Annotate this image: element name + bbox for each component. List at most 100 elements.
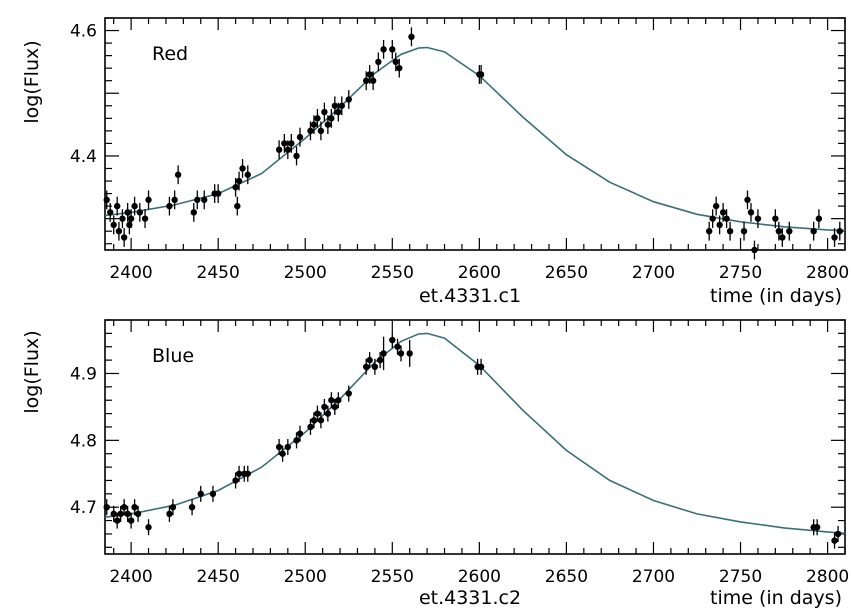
blue-data-point (110, 510, 117, 518)
blue-data-point (376, 356, 384, 364)
blue-x-tick-label: 2750 (719, 567, 762, 587)
red-data-point (127, 215, 135, 222)
red-y-axis-label: log(Flux) (21, 40, 43, 123)
blue-panel-title: et.4331.c2 (419, 587, 521, 609)
blue-data-point (328, 397, 335, 404)
red-data-point (136, 209, 144, 216)
blue-data-point (324, 410, 332, 417)
red-data-point (235, 177, 243, 185)
red-data-point (815, 215, 823, 222)
blue-data-point (293, 437, 300, 444)
red-data-point (307, 127, 314, 135)
red-data-point (779, 234, 786, 241)
blue-data-points (103, 332, 846, 549)
red-data-point (396, 64, 403, 72)
blue-x-tick-label: 2800 (806, 567, 849, 587)
red-data-point (317, 127, 325, 135)
blue-data-point (284, 443, 292, 451)
red-data-point (275, 146, 283, 153)
red-data-point (201, 196, 208, 204)
blue-data-point (131, 504, 138, 511)
red-data-point (331, 102, 339, 109)
red-data-point (131, 202, 138, 210)
red-x-tick-label: 2550 (371, 263, 414, 283)
red-data-point (293, 152, 300, 160)
red-data-point (389, 46, 396, 53)
blue-data-point (366, 356, 373, 364)
blue-data-point (244, 470, 251, 477)
blue-data-point (275, 443, 283, 451)
blue-data-point (834, 530, 842, 538)
blue-x-tick-label: 2650 (545, 567, 588, 587)
red-y-tick-label: 4.4 (70, 147, 97, 167)
red-data-point (772, 215, 779, 222)
red-data-point (214, 190, 222, 197)
red-x-tick-label: 2800 (806, 263, 849, 283)
red-data-point (124, 209, 131, 216)
red-data-point (190, 209, 197, 216)
red-data-point (709, 215, 716, 222)
red-data-point (234, 202, 241, 210)
blue-data-point (103, 504, 110, 511)
red-data-point (408, 33, 415, 41)
blue-data-point (209, 490, 217, 498)
blue-data-point (335, 397, 342, 404)
red-data-point (726, 227, 734, 235)
blue-x-tick-label: 2700 (632, 567, 675, 587)
blue-data-point (127, 517, 135, 524)
blue-data-point (166, 510, 173, 518)
blue-data-point (317, 417, 325, 424)
red-data-point (281, 140, 288, 147)
blue-fit-curve (104, 332, 846, 535)
blue-data-point (831, 537, 838, 544)
red-data-point (166, 202, 173, 210)
red-data-point (119, 215, 126, 222)
blue-data-point (232, 477, 239, 484)
blue-data-point (362, 363, 370, 370)
blue-data-point (307, 423, 314, 431)
blue-data-point (380, 350, 387, 357)
red-data-point (338, 102, 345, 109)
blue-data-point (397, 350, 405, 357)
blue-data-point (345, 390, 352, 397)
red-data-point (288, 140, 295, 147)
blue-data-point (813, 524, 821, 531)
red-x-tick-label: 2450 (197, 263, 240, 283)
red-data-point (141, 215, 149, 222)
blue-data-point (477, 363, 485, 370)
blue-panel: 2400 2450 2500 2550 2600 2650 2700 2750 2800 4.7 4… (21, 319, 849, 609)
red-data-point (723, 215, 730, 222)
red-y-tick-label: 4.6 (70, 22, 97, 42)
blue-data-point (321, 403, 328, 411)
blue-data-point (134, 510, 142, 518)
blue-data-point (120, 504, 128, 511)
blue-data-point (169, 504, 177, 511)
blue-data-point (197, 490, 204, 498)
blue-axis-ticks: 2400 2450 2500 2550 2600 2650 2700 2750 2800 4.7 4… (70, 319, 849, 587)
red-data-point (145, 196, 152, 204)
red-data-point (324, 121, 332, 128)
red-data-point (194, 196, 201, 204)
red-data-point (751, 246, 758, 254)
red-panel-label: Red (152, 43, 188, 65)
blue-data-point (117, 510, 124, 518)
red-data-points (103, 27, 846, 260)
red-data-point (836, 227, 843, 235)
red-data-point (810, 227, 817, 235)
red-plot-frame (104, 17, 846, 251)
red-data-point (362, 77, 370, 84)
red-data-point (115, 227, 123, 235)
blue-x-tick-label: 2600 (458, 567, 501, 587)
red-data-point (120, 234, 128, 241)
blue-x-axis-label: time (in days) (710, 587, 842, 609)
red-data-point (744, 196, 751, 204)
red-x-tick-label: 2500 (284, 263, 327, 283)
blue-x-tick-label: 2400 (109, 567, 152, 587)
red-data-point (775, 227, 783, 235)
red-data-point (747, 209, 755, 216)
red-data-point (380, 46, 387, 53)
red-data-point (366, 71, 373, 78)
red-data-point (716, 221, 723, 229)
red-data-point (831, 234, 838, 241)
red-data-point (113, 202, 121, 210)
